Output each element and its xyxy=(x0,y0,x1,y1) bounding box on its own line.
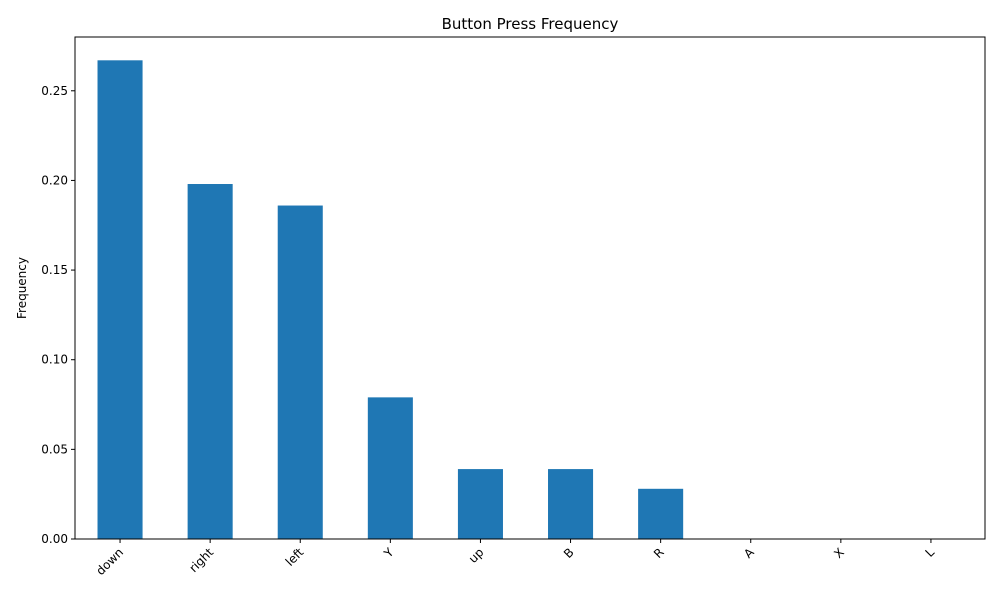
y-axis-ticks: 0.00 0.05 0.10 0.15 0.20 0.25 xyxy=(41,84,75,546)
bars-group xyxy=(97,60,684,540)
x-tick-label: up xyxy=(466,545,487,566)
chart-title: Button Press Frequency xyxy=(442,15,619,33)
bar-up xyxy=(457,469,503,539)
y-tick-label: 0.10 xyxy=(41,353,68,367)
y-tick-label: 0.20 xyxy=(41,173,68,187)
x-tick-label: X xyxy=(831,545,847,561)
x-tick-label: L xyxy=(922,545,937,560)
plot-frame xyxy=(74,36,986,540)
x-tick-label: down xyxy=(93,545,126,578)
bar-R xyxy=(638,488,684,539)
y-tick-label: 0.15 xyxy=(41,263,68,277)
x-tick-label: right xyxy=(186,545,216,575)
bar-down xyxy=(97,60,143,540)
x-tick-label: A xyxy=(741,545,757,561)
y-tick-label: 0.05 xyxy=(41,442,68,456)
y-tick-label: 0.00 xyxy=(41,532,68,546)
bar-B xyxy=(548,469,594,539)
y-tick-label: 0.25 xyxy=(41,84,68,98)
x-tick-label: R xyxy=(651,545,667,561)
bar-right xyxy=(187,184,233,539)
bar-Y xyxy=(367,397,413,539)
bar-left xyxy=(277,205,323,539)
x-tick-label: B xyxy=(561,545,577,561)
x-tick-label: Y xyxy=(381,545,397,561)
x-tick-label: left xyxy=(283,545,307,569)
y-axis-label: Frequency xyxy=(15,257,29,319)
